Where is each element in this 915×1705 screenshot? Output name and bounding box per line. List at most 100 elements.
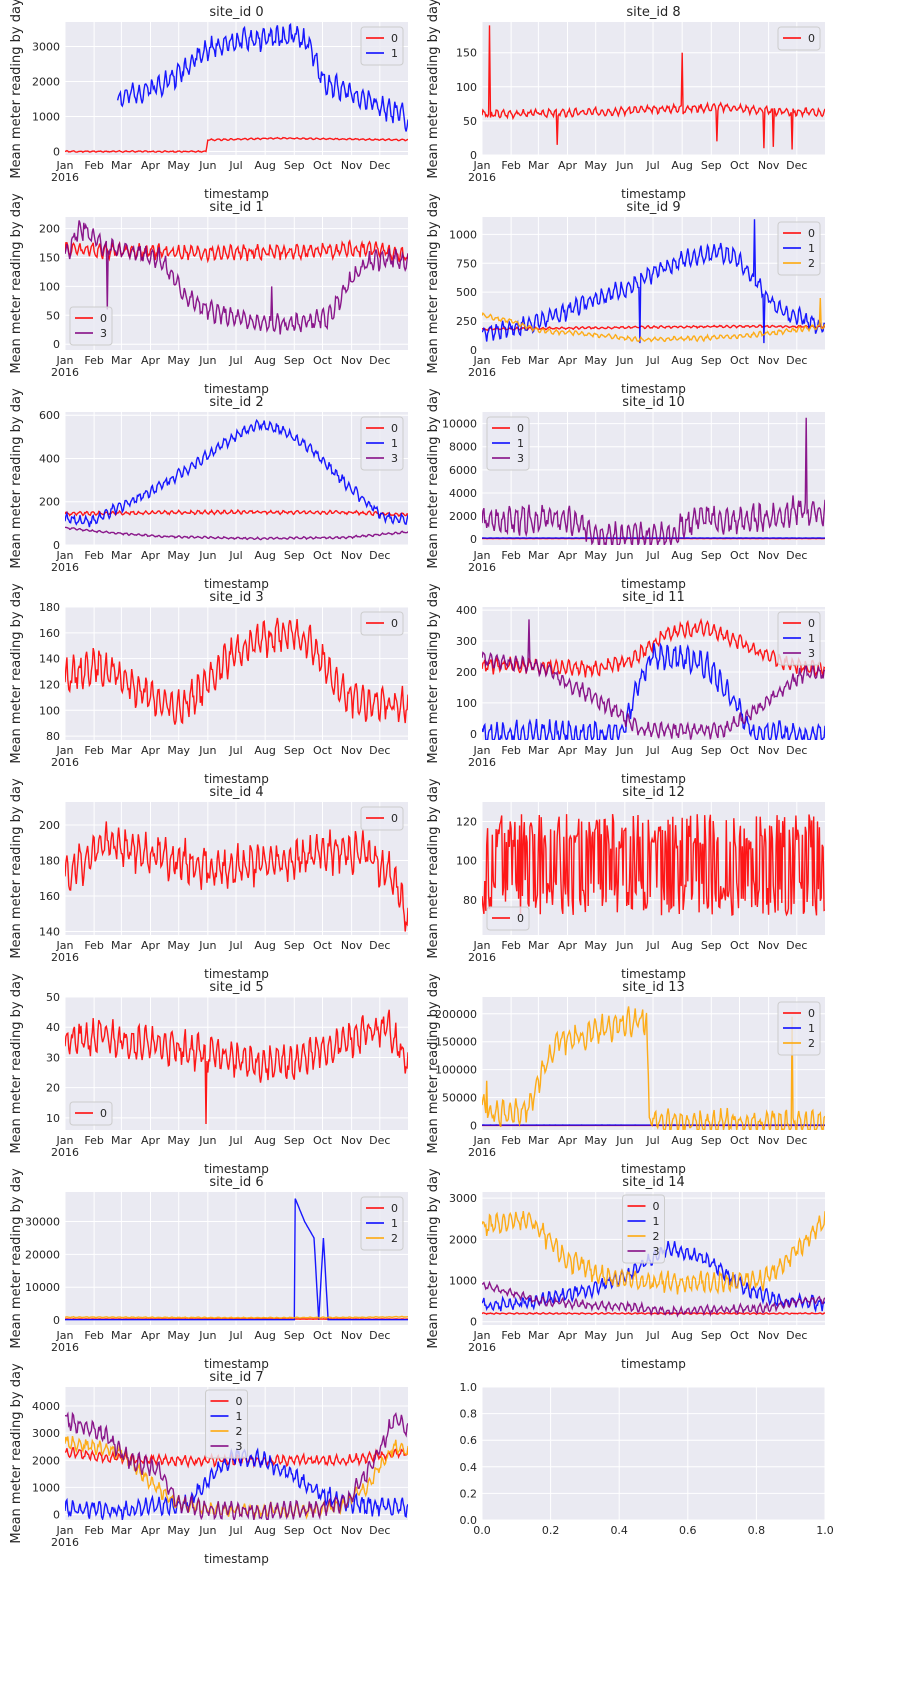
y-tick-label: 0 bbox=[53, 146, 60, 159]
x-tick-label: Apr bbox=[558, 939, 578, 952]
x-tick-label: Jan bbox=[56, 1134, 74, 1147]
y-tick-label: 100 bbox=[39, 704, 60, 717]
x-tick-label: Dec bbox=[786, 1329, 807, 1342]
subplot-3: 0 250 500 750 1000 Jan Feb Mar Apr May Jun Jul Aug Se… bbox=[426, 193, 825, 396]
legend-label: 1 bbox=[391, 1217, 398, 1230]
x-tick-label: Mar bbox=[528, 549, 549, 562]
subplot-5: 0 2000 4000 6000 8000 10000 Jan Feb Mar Apr May Jun… bbox=[426, 388, 825, 591]
x-tick-label: Apr bbox=[558, 159, 578, 172]
x-tick-label: Oct bbox=[730, 354, 750, 367]
subplot-title: site_id 12 bbox=[622, 785, 685, 800]
y-axis-label: Mean meter reading by day bbox=[9, 1363, 24, 1544]
y-tick-label: 150 bbox=[456, 47, 477, 60]
series-line-0 bbox=[482, 1311, 825, 1316]
y-tick-label: 500 bbox=[456, 286, 477, 299]
x-tick-label: Apr bbox=[558, 549, 578, 562]
subplot-title: site_id 5 bbox=[209, 980, 263, 995]
x-tick-label: Sep bbox=[284, 354, 305, 367]
x-tick-label: Aug bbox=[254, 354, 275, 367]
x-tick-label: Mar bbox=[528, 939, 549, 952]
subplot-title: site_id 7 bbox=[209, 1370, 263, 1385]
legend-label: 0 bbox=[236, 1395, 243, 1408]
x-tick-label: Aug bbox=[671, 939, 692, 952]
x-tick-label: Apr bbox=[558, 1134, 578, 1147]
series-line-0 bbox=[65, 617, 408, 725]
x-tick-label: Jul bbox=[645, 939, 659, 952]
x-axis-label: timestamp bbox=[204, 1162, 269, 1176]
legend: 0 bbox=[360, 806, 404, 831]
y-tick-label: 750 bbox=[456, 257, 477, 270]
x-tick-label: Mar bbox=[111, 159, 132, 172]
x-axis-label: timestamp bbox=[204, 1552, 269, 1566]
x-axis-label: timestamp bbox=[621, 1162, 686, 1176]
x-tick-label: 0.8 bbox=[748, 1524, 766, 1537]
y-tick-label: 200 bbox=[39, 223, 60, 236]
y-axis-label: Mean meter reading by day bbox=[9, 973, 24, 1154]
subplot-title: site_id 4 bbox=[209, 785, 263, 800]
x-tick-label: Oct bbox=[730, 744, 750, 757]
x-year-label: 2016 bbox=[468, 366, 496, 379]
subplot-2: 0 50 100 150 200 Jan Feb Mar Apr May Jun Jul Aug Sep O… bbox=[9, 193, 408, 396]
legend-label: 1 bbox=[236, 1410, 243, 1423]
x-axis-label: timestamp bbox=[204, 1357, 269, 1371]
y-tick-label: 1000 bbox=[32, 111, 60, 124]
series-line-1 bbox=[482, 219, 825, 344]
x-tick-label: Jan bbox=[473, 939, 491, 952]
x-tick-label: Jan bbox=[473, 354, 491, 367]
x-tick-label: Aug bbox=[254, 549, 275, 562]
x-tick-label: May bbox=[167, 939, 190, 952]
y-axis-label: Mean meter reading by day bbox=[9, 193, 24, 374]
legend-label: 3 bbox=[653, 1245, 660, 1258]
x-tick-label: Nov bbox=[341, 939, 363, 952]
legend-label: 0 bbox=[808, 227, 815, 240]
x-tick-label: Jun bbox=[615, 159, 633, 172]
series-line-0 bbox=[65, 136, 408, 154]
x-tick-label: Mar bbox=[111, 939, 132, 952]
x-tick-label: Apr bbox=[141, 1134, 161, 1147]
series-line-3 bbox=[65, 526, 408, 541]
legend-label: 0 bbox=[517, 912, 524, 925]
y-tick-label: 200 bbox=[39, 496, 60, 509]
x-tick-label: Apr bbox=[141, 744, 161, 757]
y-tick-label: 1000 bbox=[449, 1275, 477, 1288]
y-axis-label: Mean meter reading by day bbox=[426, 193, 441, 374]
legend-label: 0 bbox=[391, 422, 398, 435]
x-tick-label: Mar bbox=[528, 1329, 549, 1342]
y-tick-label: 100 bbox=[39, 280, 60, 293]
y-tick-label: 1000 bbox=[32, 1481, 60, 1494]
x-tick-label: Mar bbox=[528, 744, 549, 757]
y-tick-label: 4000 bbox=[32, 1400, 60, 1413]
x-tick-label: May bbox=[584, 1134, 607, 1147]
legend: 0 bbox=[486, 906, 530, 931]
y-tick-label: 50 bbox=[46, 991, 60, 1004]
x-tick-label: May bbox=[167, 354, 190, 367]
x-axis-label: timestamp bbox=[621, 187, 686, 201]
series-line-3 bbox=[482, 417, 825, 545]
x-tick-label: Jun bbox=[615, 1329, 633, 1342]
x-tick-label: Mar bbox=[111, 354, 132, 367]
y-tick-label: 180 bbox=[39, 855, 60, 868]
legend-label: 1 bbox=[391, 47, 398, 60]
x-year-label: 2016 bbox=[468, 756, 496, 769]
x-year-label: 2016 bbox=[468, 171, 496, 184]
x-tick-label: Jan bbox=[473, 1329, 491, 1342]
subplot-4: 0 200 400 600 Jan Feb Mar Apr May Jun Jul Aug Sep Oct… bbox=[9, 388, 408, 591]
x-axis-label: timestamp bbox=[621, 577, 686, 591]
y-tick-label: 0 bbox=[470, 533, 477, 546]
x-tick-label: 0.2 bbox=[542, 1524, 560, 1537]
x-tick-label: Nov bbox=[758, 744, 780, 757]
x-tick-label: Dec bbox=[786, 1134, 807, 1147]
subplot-title: site_id 10 bbox=[622, 395, 685, 410]
legend-label: 0 bbox=[808, 32, 815, 45]
x-tick-label: Feb bbox=[501, 744, 520, 757]
x-tick-label: Jan bbox=[56, 939, 74, 952]
x-year-label: 2016 bbox=[51, 366, 79, 379]
y-tick-label: 0.6 bbox=[460, 1434, 478, 1447]
subplot-15: 0.0 0.2 0.4 0.6 0.8 1.0 0.0 0.2 0.4 0.6 0.8 1.0 bbox=[460, 1381, 834, 1537]
y-tick-label: 4000 bbox=[449, 487, 477, 500]
series-line-3 bbox=[482, 1280, 825, 1318]
y-tick-label: 2000 bbox=[32, 1454, 60, 1467]
series-line-1 bbox=[482, 642, 825, 740]
x-tick-label: Apr bbox=[141, 159, 161, 172]
x-tick-label: Nov bbox=[341, 159, 363, 172]
